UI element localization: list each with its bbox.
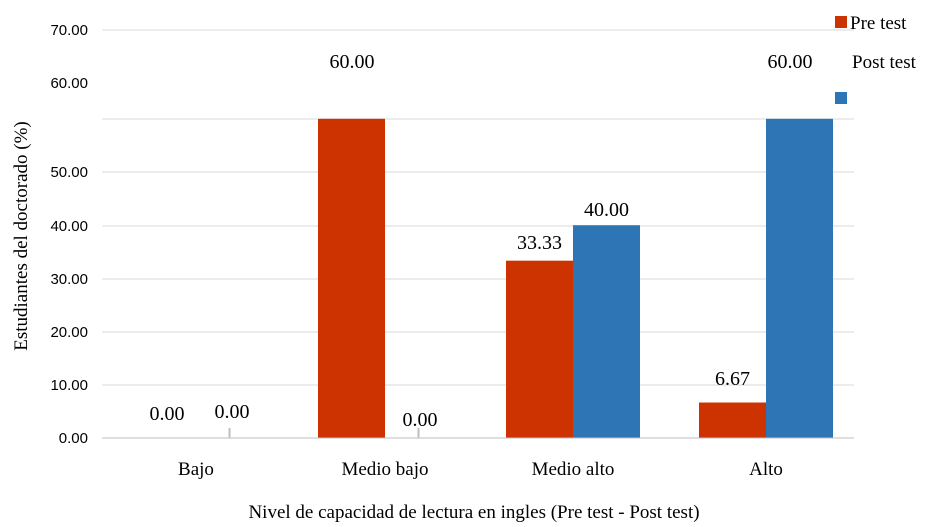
x-category-label: Medio bajo (341, 459, 428, 480)
bar-pre-test (318, 118, 385, 439)
legend-swatch-post-test (835, 92, 847, 104)
y-tick-label: 70.00 (50, 22, 88, 39)
bar-pre-test (699, 402, 766, 438)
bar-post-test (766, 118, 833, 439)
data-label: 60.00 (330, 51, 375, 73)
x-category-label: Medio alto (532, 459, 615, 480)
data-labels: 0.00 60.00 33.33 6.67 0.00 0.00 40.00 60.00 (150, 51, 813, 431)
bars (228, 118, 833, 439)
y-tick-label: 40.00 (50, 218, 88, 235)
x-axis-categories: Bajo Medio bajo Medio alto Alto (178, 459, 783, 480)
y-tick-label: 30.00 (50, 271, 88, 288)
y-axis-ticks: 0.00 10.00 20.00 30.00 40.00 50.00 60.00 70.00 (50, 22, 88, 447)
x-axis-title: Nivel de capacidad de lectura en ingles … (248, 502, 699, 523)
legend: Pre test Post test (835, 13, 917, 104)
data-label: 0.00 (403, 409, 438, 431)
y-tick-label: 10.00 (50, 377, 88, 394)
data-label: 0.00 (150, 403, 185, 425)
bar-pre-test (506, 260, 573, 438)
legend-label-post-test: Post test (852, 52, 917, 73)
legend-swatch-pre-test (835, 16, 847, 28)
data-label: 33.33 (517, 232, 562, 254)
data-label: 0.00 (215, 401, 250, 423)
gridlines (102, 29, 854, 439)
y-tick-label: 60.00 (50, 75, 88, 92)
data-label: 40.00 (584, 199, 629, 221)
x-category-label: Alto (749, 459, 783, 480)
bar-post-test (573, 225, 640, 438)
y-tick-label: 20.00 (50, 324, 88, 341)
legend-label-pre-test: Pre test (850, 13, 907, 34)
y-tick-label: 50.00 (50, 164, 88, 181)
y-axis-title: Estudiantes del doctorado (%) (11, 121, 32, 351)
y-tick-label: 0.00 (59, 430, 88, 447)
x-category-label: Bajo (178, 459, 214, 480)
data-label: 60.00 (768, 51, 813, 73)
data-label: 6.67 (715, 368, 750, 390)
